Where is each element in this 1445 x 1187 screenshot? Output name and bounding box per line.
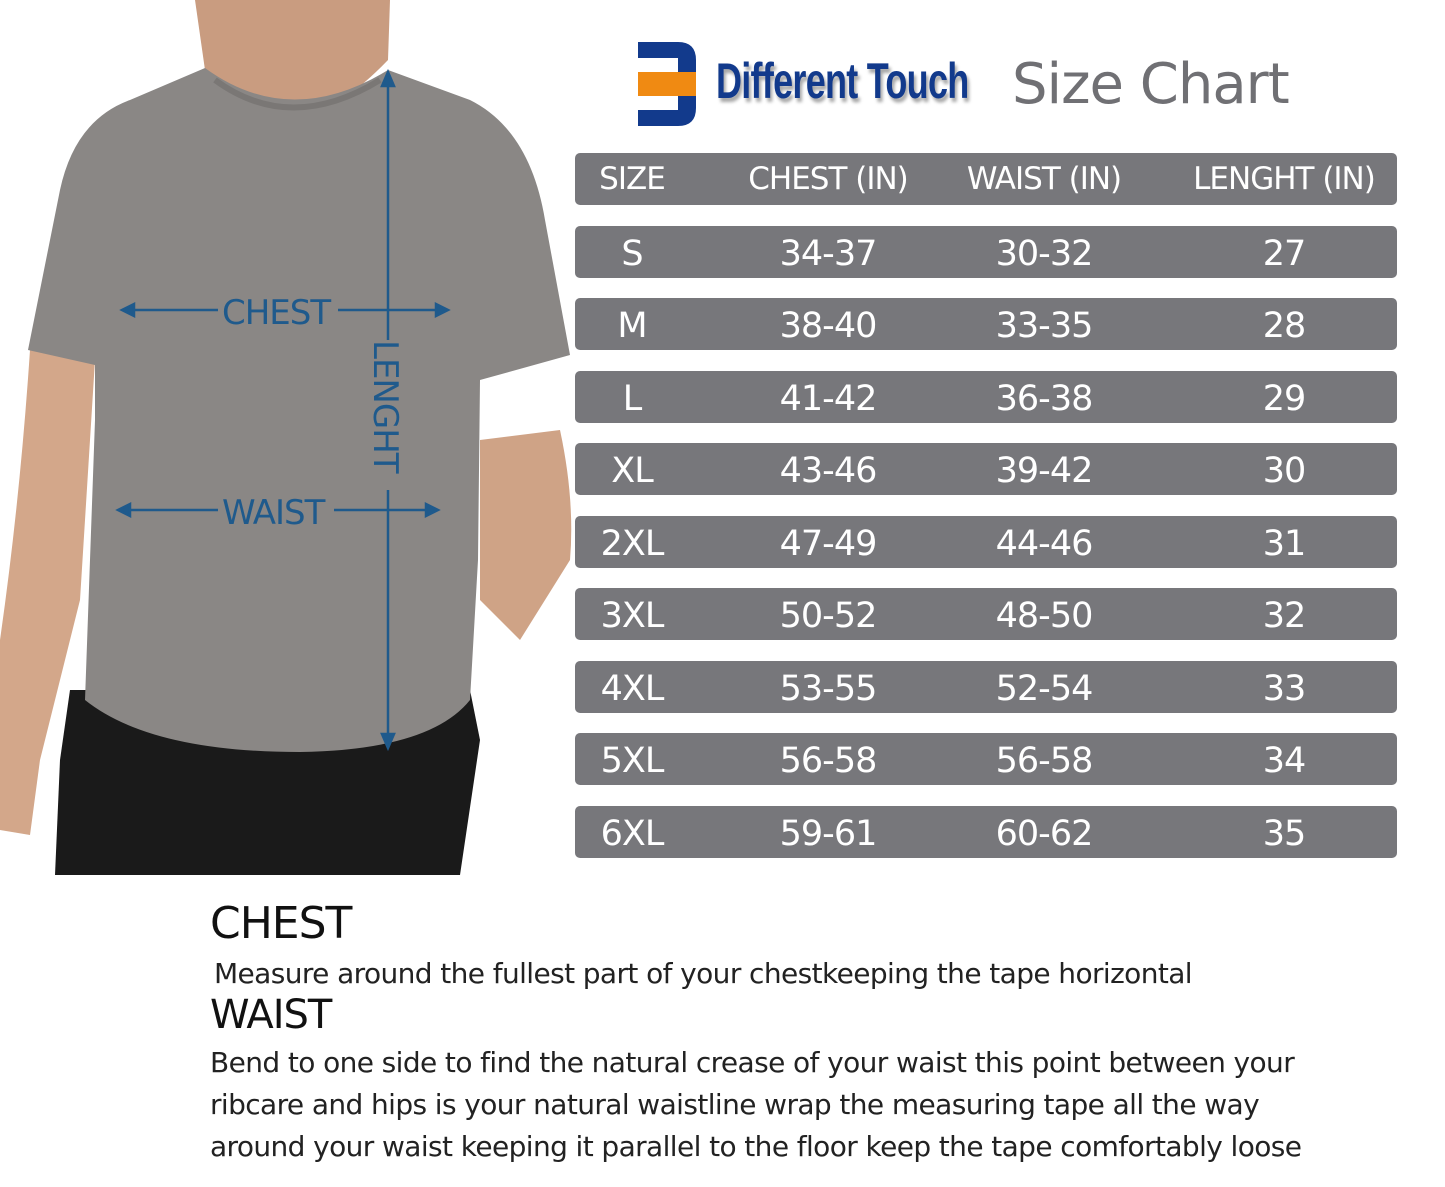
chest-heading: CHEST [210, 898, 352, 949]
waist-heading: WAIST [210, 992, 332, 1038]
cell-length: 32 [1262, 596, 1307, 636]
cell-waist: 33-35 [995, 306, 1094, 346]
cell-size: XL [611, 451, 653, 491]
cell-size: M [617, 306, 647, 346]
table-row: 2XL 47-49 44-46 31 [575, 516, 1397, 568]
table-row: 3XL 50-52 48-50 32 [575, 588, 1397, 640]
cell-waist: 39-42 [995, 451, 1094, 491]
cell-size: 5XL [600, 741, 665, 781]
cell-waist: 48-50 [995, 596, 1094, 636]
cell-length: 30 [1262, 451, 1307, 491]
cell-chest: 38-40 [779, 306, 878, 346]
cell-length: 34 [1262, 741, 1307, 781]
cell-length: 33 [1262, 669, 1307, 709]
cell-chest: 53-55 [779, 669, 878, 709]
cell-length: 31 [1262, 524, 1307, 564]
page-title: Size Chart [1012, 52, 1290, 117]
cell-chest: 43-46 [779, 451, 878, 491]
table-row: L 41-42 36-38 29 [575, 371, 1397, 423]
cell-size: 6XL [600, 814, 665, 854]
waist-instructions-line: around your waist keeping it parallel to… [210, 1130, 1302, 1163]
header-length: LENGHT (IN) [1193, 161, 1376, 197]
cell-chest: 50-52 [779, 596, 878, 636]
header-size: SIZE [599, 161, 666, 197]
cell-size: 4XL [600, 669, 665, 709]
cell-waist: 30-32 [995, 234, 1094, 274]
cell-waist: 60-62 [995, 814, 1094, 854]
header-chest: CHEST (IN) [748, 161, 909, 197]
cell-waist: 56-58 [995, 741, 1094, 781]
cell-chest: 47-49 [779, 524, 878, 564]
waist-measure-label: WAIST [222, 493, 326, 533]
cell-length: 27 [1262, 234, 1307, 274]
cell-size: 3XL [600, 596, 665, 636]
cell-size: L [622, 379, 642, 419]
cell-chest: 56-58 [779, 741, 878, 781]
brand-logo-icon [638, 42, 696, 126]
length-measure-label: LENGHT [365, 340, 405, 474]
chest-measure-label: CHEST [222, 293, 331, 333]
cell-size: S [621, 234, 643, 274]
cell-waist: 36-38 [995, 379, 1094, 419]
table-row: S 34-37 30-32 27 [575, 226, 1397, 278]
waist-instructions-line: Bend to one side to find the natural cre… [210, 1046, 1295, 1079]
table-header-row: SIZE CHEST (IN) WAIST (IN) LENGHT (IN) [575, 153, 1397, 205]
cell-waist: 44-46 [995, 524, 1094, 564]
table-row: 4XL 53-55 52-54 33 [575, 661, 1397, 713]
cell-chest: 34-37 [779, 234, 878, 274]
table-row: 6XL 59-61 60-62 35 [575, 806, 1397, 858]
cell-waist: 52-54 [995, 669, 1094, 709]
cell-chest: 41-42 [779, 379, 878, 419]
cell-length: 28 [1262, 306, 1307, 346]
table-row: M 38-40 33-35 28 [575, 298, 1397, 350]
model-tshirt-figure: CHEST WAIST LENGHT [0, 0, 572, 875]
brand-name: Different Touch [716, 53, 969, 109]
cell-length: 35 [1262, 814, 1307, 854]
cell-size: 2XL [600, 524, 665, 564]
waist-instructions-line: ribcare and hips is your natural waistli… [210, 1088, 1260, 1121]
cell-length: 29 [1262, 379, 1307, 419]
cell-chest: 59-61 [779, 814, 878, 854]
table-row: XL 43-46 39-42 30 [575, 443, 1397, 495]
chest-instructions: Measure around the fullest part of your … [214, 957, 1193, 990]
table-row: 5XL 56-58 56-58 34 [575, 733, 1397, 785]
header-waist: WAIST (IN) [966, 161, 1122, 197]
